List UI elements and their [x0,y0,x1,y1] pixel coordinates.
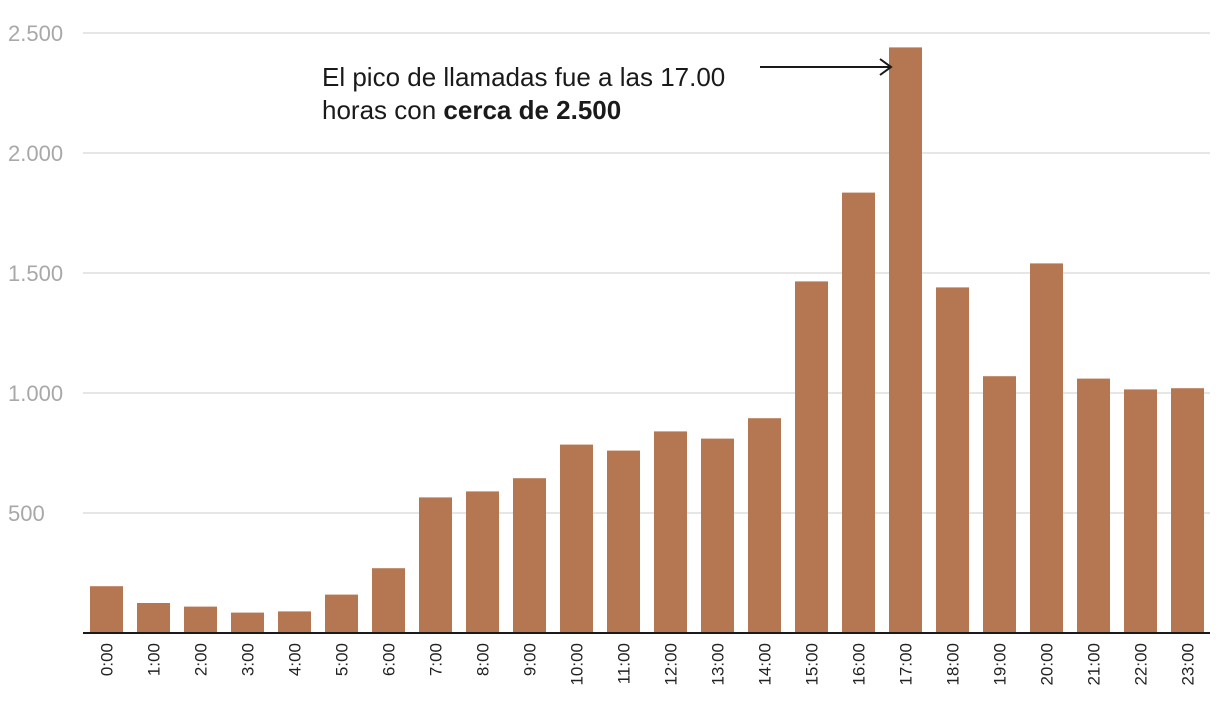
peak-annotation: El pico de llamadas fue a las 17.00 hora… [322,58,893,125]
bar-13:00 [701,438,734,633]
bar-22:00 [1124,389,1157,633]
x-tick-label: 14:00 [756,643,775,686]
x-tick-label: 2:00 [192,643,211,676]
annotation-line-2: horas con cerca de 2.500 [322,95,621,125]
bar-10:00 [560,444,593,633]
bar-14:00 [748,418,781,633]
x-tick-label: 5:00 [333,643,352,676]
x-tick-label: 1:00 [145,643,164,676]
bar-12:00 [654,431,687,633]
bar-21:00 [1077,378,1110,633]
bar-18:00 [936,287,969,633]
bar-11:00 [607,450,640,633]
y-axis-ticks: 500 1.000 1.500 2.000 2.500 [8,21,63,526]
x-tick-label: 23:00 [1179,643,1198,686]
x-tick-label: 11:00 [615,643,634,684]
y-tick-label: 500 [8,501,45,526]
bar-6:00 [372,568,405,633]
x-tick-label: 0:00 [98,643,117,676]
annotation-arrowhead [879,58,893,76]
x-tick-label: 20:00 [1038,643,1057,686]
x-tick-label: 17:00 [897,643,916,686]
x-tick-label: 18:00 [944,643,963,686]
x-tick-label: 8:00 [474,643,493,676]
x-tick-label: 3:00 [239,643,258,676]
bar-17:00 [889,47,922,633]
gridlines [83,32,1210,514]
bar-5:00 [325,594,358,633]
bar-20:00 [1030,263,1063,633]
bar-8:00 [466,491,499,633]
bar-7:00 [419,497,452,633]
y-tick-label: 1.000 [8,381,63,406]
y-tick-label: 2.000 [8,141,63,166]
x-axis-ticks: 0:00 1:00 2:00 3:00 4:00 5:00 6:00 7:00 8:00 9:00… [98,643,1198,686]
bar-1:00 [137,603,170,633]
x-tick-label: 16:00 [850,643,869,686]
x-tick-label: 12:00 [662,643,681,686]
x-tick-label: 15:00 [803,643,822,686]
bar-0:00 [90,586,123,633]
annotation-line-1: El pico de llamadas fue a las 17.00 [322,62,725,92]
bar-15:00 [795,281,828,633]
bar-19:00 [983,376,1016,633]
x-tick-label: 9:00 [521,643,540,676]
x-tick-label: 13:00 [709,643,728,686]
y-tick-label: 2.500 [8,21,63,46]
bar-16:00 [842,192,875,633]
y-tick-label: 1.500 [8,261,63,286]
bar-4:00 [278,611,311,633]
x-tick-label: 4:00 [286,643,305,676]
x-tick-label: 19:00 [991,643,1010,686]
x-tick-label: 6:00 [380,643,399,676]
x-tick-label: 21:00 [1085,643,1104,686]
x-tick-label: 7:00 [427,643,446,676]
bar-3:00 [231,612,264,633]
annotation-line-2-prefix: horas con [322,95,443,125]
bar-9:00 [513,478,546,633]
annotation-line-2-bold: cerca de 2.500 [443,95,621,125]
bars [90,47,1204,633]
bar-23:00 [1171,388,1204,633]
bar-2:00 [184,606,217,633]
x-tick-label: 22:00 [1132,643,1151,686]
x-tick-label: 10:00 [568,643,587,686]
